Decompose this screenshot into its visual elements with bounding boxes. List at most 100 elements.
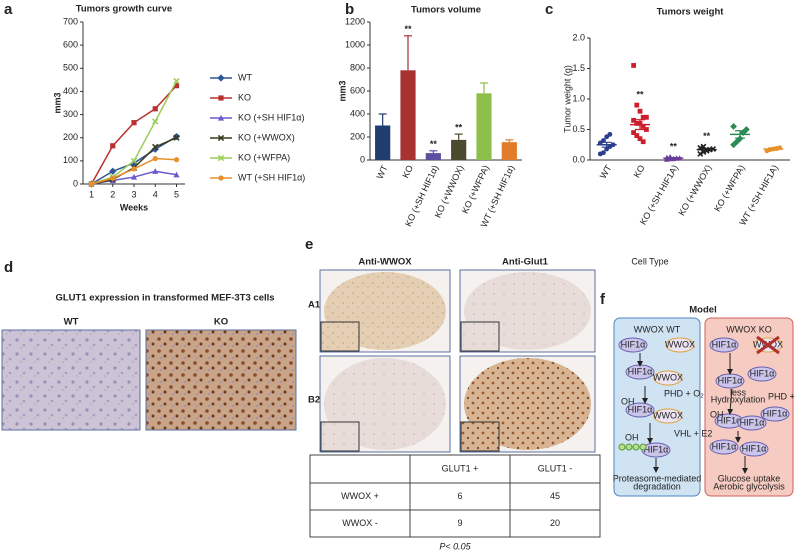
node-label: HIF1α <box>717 415 742 425</box>
significance: ** <box>703 131 711 141</box>
significance: ** <box>455 123 463 133</box>
hif-node <box>625 402 655 418</box>
model-label: less <box>730 387 747 397</box>
x-axis-label: Cell Type <box>631 256 668 266</box>
marker <box>634 133 640 138</box>
hif-node <box>709 337 739 353</box>
histology-label: KO <box>214 317 228 328</box>
legend-label: KO (+WFPA) <box>238 152 290 162</box>
node-label: WWOX <box>653 410 683 420</box>
marker <box>631 63 636 68</box>
hif-node <box>737 415 767 431</box>
bar <box>375 125 391 160</box>
error-bar <box>701 147 712 152</box>
x-tick-label: 1 <box>89 189 94 199</box>
error-bar <box>735 130 745 139</box>
marker <box>109 167 117 175</box>
marker <box>173 77 180 85</box>
hif-node <box>709 439 739 455</box>
ubiquitin <box>639 443 647 451</box>
table-cell: 20 <box>550 518 560 528</box>
marker <box>631 130 636 135</box>
x-tick-label: KO (+WWOX) <box>676 163 713 217</box>
legend-label: WT (+SH HIF1α) <box>238 172 305 182</box>
x-tick-label: 4 <box>153 189 158 199</box>
y-tick-label: 400 <box>63 86 78 96</box>
model-subtitle: WWOX WT <box>634 324 681 334</box>
y-tick-label: 100 <box>63 155 78 165</box>
model-label: OH <box>621 396 635 406</box>
x-tick-label: 5 <box>174 189 179 199</box>
node-label: HIF1α <box>628 404 653 414</box>
wwox-node <box>665 337 695 353</box>
panel-letter: e <box>305 236 313 253</box>
inset <box>460 421 500 452</box>
ubiquitin <box>618 443 626 451</box>
node-label: HIF1α <box>644 444 669 454</box>
y-tick-label: 0.0 <box>572 154 585 164</box>
marker <box>110 143 116 149</box>
model-label: PHD + O₂ <box>664 388 704 398</box>
node-label: HIF1α <box>712 339 737 349</box>
marker <box>152 118 159 125</box>
y-tick-label: 200 <box>63 132 78 142</box>
significance: ** <box>670 141 678 151</box>
y-tick-label: 0.5 <box>572 124 585 134</box>
marker <box>637 108 643 114</box>
legend-label: KO (+SH HIF1α) <box>238 112 304 122</box>
hif-node <box>618 337 648 353</box>
x-tick-label: WT <box>375 163 390 180</box>
histology-image <box>1 329 141 431</box>
marker <box>730 123 737 130</box>
cross-out <box>756 335 780 355</box>
model-label: VHL + E2 <box>674 428 712 438</box>
ubiquitin <box>625 443 633 451</box>
model-subtitle: WWOX KO <box>726 324 772 334</box>
significance: ** <box>636 89 644 99</box>
marker <box>173 171 180 178</box>
marker <box>601 150 606 156</box>
marker <box>131 120 137 126</box>
marker <box>736 135 744 143</box>
bar <box>425 153 441 160</box>
wwox-node <box>653 370 683 386</box>
panel-letter: d <box>4 259 13 276</box>
table-header: GLUT1 - <box>538 463 573 473</box>
marker <box>151 145 159 153</box>
panel-letter: c <box>545 1 553 18</box>
error-bar <box>768 147 779 151</box>
ihc-row: B2 <box>308 395 320 406</box>
y-tick-label: 700 <box>63 16 78 26</box>
legend-label: WT <box>238 72 252 82</box>
marker <box>173 157 180 163</box>
marker <box>217 134 225 142</box>
table-header: GLUT1 + <box>442 463 479 473</box>
x-tick-label: KO <box>632 163 647 179</box>
marker <box>634 102 640 108</box>
marker <box>218 95 224 101</box>
node-label: HIF1α <box>718 375 743 385</box>
marker <box>173 83 180 89</box>
inset <box>320 421 360 452</box>
y-tick-label: 1200 <box>345 16 365 26</box>
marker <box>217 114 225 121</box>
legend-label: KO (+WWOX) <box>238 132 295 142</box>
marker <box>218 175 224 181</box>
y-tick-label: 1000 <box>345 39 365 49</box>
model-label: PHD + O₂ <box>768 391 796 401</box>
marker <box>152 143 159 151</box>
x-tick-label: 2 <box>110 189 115 199</box>
marker <box>173 134 180 141</box>
inset <box>460 321 500 352</box>
chart-title: Tumors volume <box>411 5 481 16</box>
y-tick-label: 600 <box>63 40 78 50</box>
marker <box>217 154 225 162</box>
bar <box>476 93 492 160</box>
bar <box>501 142 517 160</box>
marker <box>644 127 649 132</box>
arrow <box>727 388 734 415</box>
error-bar <box>635 119 645 131</box>
error-bar <box>668 156 679 160</box>
y-tick-label: 600 <box>350 85 365 95</box>
hif-node <box>747 366 777 382</box>
